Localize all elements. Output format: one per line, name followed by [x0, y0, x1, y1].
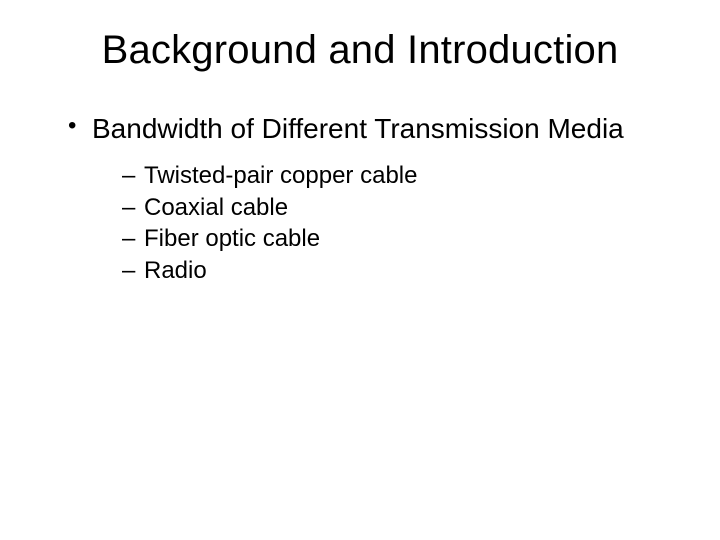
- bullet-item-level2: Twisted-pair copper cable: [122, 160, 680, 192]
- bullet-text: Fiber optic cable: [144, 225, 320, 252]
- bullet-item-level2: Fiber optic cable: [122, 223, 680, 255]
- bullet-text: Coaxial cable: [144, 194, 288, 221]
- bullet-item-level1: Bandwidth of Different Transmission Medi…: [68, 111, 680, 287]
- bullet-list-level1: Bandwidth of Different Transmission Medi…: [40, 111, 680, 287]
- bullet-item-level2: Coaxial cable: [122, 192, 680, 224]
- bullet-text: Twisted-pair copper cable: [144, 162, 417, 189]
- slide-container: Background and Introduction Bandwidth of…: [0, 0, 720, 540]
- slide-title: Background and Introduction: [40, 28, 680, 73]
- bullet-item-level2: Radio: [122, 255, 680, 287]
- bullet-text: Bandwidth of Different Transmission Medi…: [92, 113, 624, 144]
- bullet-list-level2: Twisted-pair copper cable Coaxial cable …: [92, 160, 680, 287]
- bullet-text: Radio: [144, 257, 207, 284]
